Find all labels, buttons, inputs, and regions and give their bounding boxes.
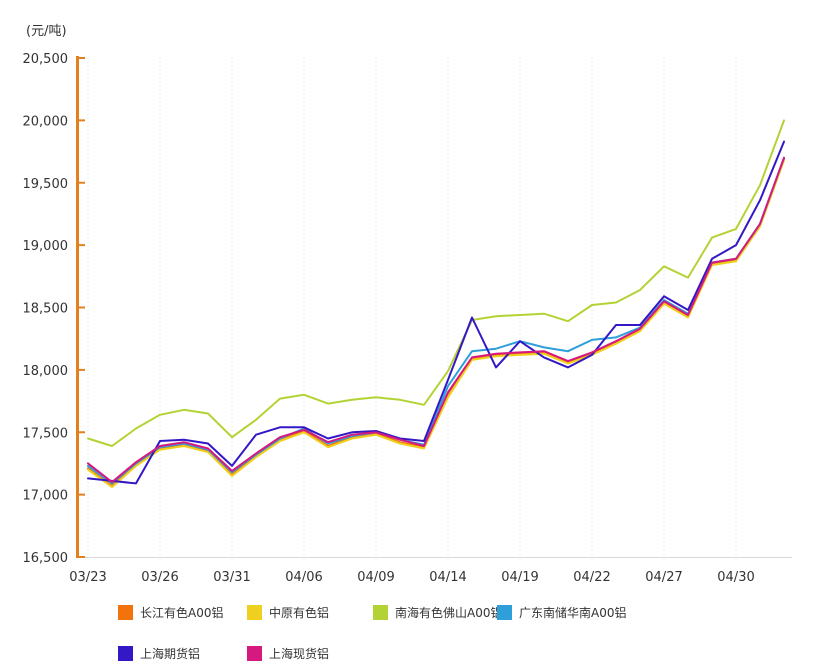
x-tick-label: 03/26 — [141, 570, 178, 585]
legend-item-上海现货铝[interactable]: 上海现货铝 — [247, 645, 329, 662]
y-tick-label: 20,000 — [23, 114, 69, 129]
x-tick-label: 03/23 — [69, 570, 106, 585]
series-line-广东南储华南A00铝 — [87, 156, 785, 485]
legend-label: 上海期货铝 — [140, 647, 201, 661]
plot-area: 20,500 20,000 19,500 19,000 18,500 18,000 17,5… — [23, 52, 792, 585]
legend-swatch — [373, 605, 388, 620]
y-tick-label: 17,000 — [23, 489, 69, 504]
legend-label: 长江有色A00铝 — [140, 606, 224, 620]
x-tick-label: 03/31 — [213, 570, 250, 585]
legend-item-中原有色铝[interactable]: 中原有色铝 — [247, 604, 329, 621]
x-tick-label: 04/19 — [501, 570, 538, 585]
x-tick-label: 04/22 — [573, 570, 610, 585]
legend-label: 广东南储华南A00铝 — [519, 606, 627, 620]
legend-item-长江有色A00铝[interactable]: 长江有色A00铝 — [118, 604, 223, 621]
y-axis-unit-label: (元/吨) — [26, 24, 67, 39]
legend-label: 南海有色佛山A00铝 — [395, 606, 503, 620]
legend-swatch — [247, 646, 262, 661]
legend-swatch — [247, 605, 262, 620]
y-tick-label: 20,500 — [23, 52, 69, 67]
y-tick-label: 18,500 — [23, 302, 69, 317]
series-line-长江有色A00铝 — [87, 158, 785, 487]
y-tick-label: 17,500 — [23, 426, 69, 441]
x-tick-label: 04/30 — [717, 570, 754, 585]
series-line-上海现货铝 — [87, 156, 785, 484]
legend-item-广东南储华南A00铝[interactable]: 广东南储华南A00铝 — [497, 604, 626, 621]
series-line-上海期货铝 — [87, 140, 785, 485]
x-tick-label: 04/14 — [429, 570, 466, 585]
legend-swatch — [118, 605, 133, 620]
legend-swatch — [118, 646, 133, 661]
y-tick-label: 19,000 — [23, 239, 69, 254]
legend-item-上海期货铝[interactable]: 上海期货铝 — [118, 645, 200, 662]
y-tick-label: 18,000 — [23, 364, 69, 379]
x-tick-label: 04/27 — [645, 570, 682, 585]
legend-label: 上海现货铝 — [269, 647, 330, 661]
series-line-南海有色佛山A00铝 — [87, 119, 785, 447]
y-tick-label: 19,500 — [23, 177, 69, 192]
legend-item-南海有色佛山A00铝[interactable]: 南海有色佛山A00铝 — [373, 604, 502, 621]
x-tick-label: 04/09 — [357, 570, 394, 585]
x-tick-label: 04/06 — [285, 570, 322, 585]
y-tick-label: 16,500 — [23, 551, 69, 566]
series-line-中原有色铝 — [87, 159, 785, 489]
legend-label: 中原有色铝 — [269, 606, 330, 620]
legend-swatch — [497, 605, 512, 620]
